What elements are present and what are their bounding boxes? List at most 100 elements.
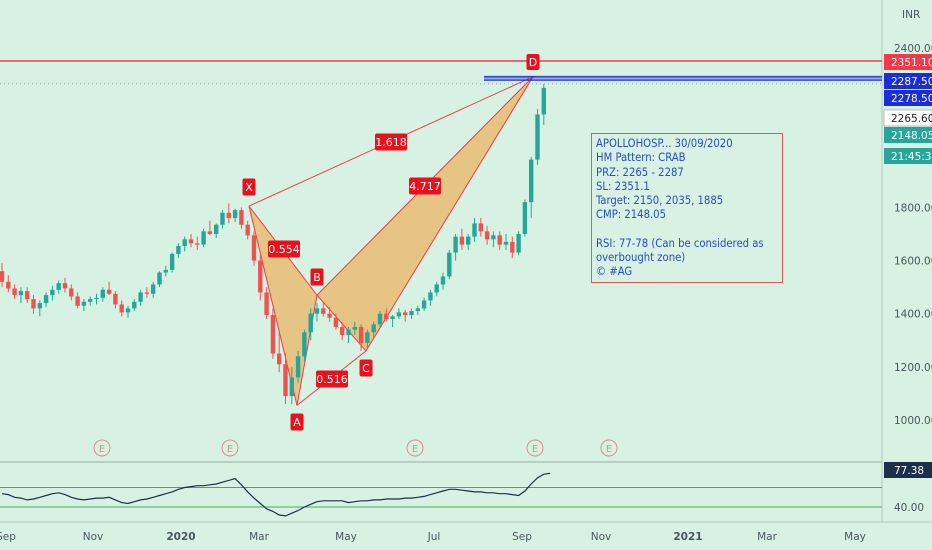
candle [522,202,528,234]
candle [125,308,131,313]
earnings-circle [600,439,618,457]
time-tick-label: May [844,531,866,543]
label-text: 4.717 [409,180,441,193]
rsi-value-text: 77.38 [894,465,924,477]
candle [321,308,326,314]
price-tick-label: 1600.00 [894,256,932,268]
candle [503,241,509,245]
note-line: RSI: 77-78 (Can be considered as overbou… [596,236,764,265]
price-tag-bg [883,109,932,127]
ratio-xad-label: 1.618 [375,133,407,151]
ratio-xab-label: 0.554 [268,240,300,258]
candle [377,313,383,325]
candle [365,332,370,343]
candle [453,236,458,253]
time-tick-label: Sep [0,531,16,543]
price-tag-text: 21:45:33 [891,151,932,163]
label-text: X [245,181,253,194]
price-levels [0,60,882,81]
candle [214,224,219,234]
candle [510,241,515,253]
candle [188,239,194,244]
note-line: HM Pattern: CRAB [596,151,686,165]
candle [358,327,364,343]
candle [314,308,320,314]
note-line: © #AG [596,265,633,279]
pattern-labels: X A B C D 0.554 0.516 4.717 1.618 [242,54,540,431]
time-axis[interactable]: Sep Nov 2020 Mar May Jul Sep Nov 2021 Mar May [0,531,866,543]
point-c-label: C [359,359,373,377]
candle [484,231,490,240]
candle [220,212,225,225]
label-text: C [362,362,370,375]
candle [151,284,156,294]
earnings-text: E [99,444,105,455]
candle [403,312,408,316]
earnings-marker: E [526,439,544,457]
candle [340,327,345,335]
candle [409,311,414,316]
candle [169,253,175,270]
rsi-value-bg [884,462,932,478]
label-box [268,240,300,258]
xab-triangle [248,205,318,406]
point-d-label: D [526,54,540,70]
earnings-text: E [532,444,538,455]
candle [157,272,162,285]
time-tick-label: Jul [427,531,441,543]
candle [50,289,55,296]
candle [25,291,30,300]
earnings-marker: E [221,439,239,457]
label-box [242,178,256,196]
label-box [526,54,540,70]
price-axis[interactable]: 2400.00 1800.00 1600.00 1400.00 1200.00 1000.… [883,9,932,514]
price-tag: 2287.50 [884,73,932,89]
candle [75,296,80,306]
label-text: A [293,416,301,429]
time-tick-label: Mar [757,531,777,543]
point-b-label: B [310,268,324,286]
candle [69,288,74,297]
candle [251,235,257,261]
note-line: APOLLOHOSP... 30/09/2020 [596,137,733,150]
candle [232,210,238,219]
price-tag: 2265.60 [883,109,932,127]
candle [106,289,112,294]
candle [132,301,137,309]
candle [270,315,276,354]
candle [497,235,502,245]
rsi-tick-label: 40.00 [894,502,924,514]
time-tick-label: Sep [512,531,532,543]
candle [415,308,420,312]
candle [390,316,395,320]
note-line: Target: 2150, 2035, 1885 [596,194,724,208]
candle [541,87,546,115]
candle [119,304,124,313]
candle [12,288,17,296]
label-box [375,133,407,151]
price-tick-label: 1200.00 [894,362,932,374]
currency-label: INR [902,9,920,21]
candle [207,231,213,234]
time-tick-label: Nov [591,531,612,543]
candle [491,235,496,240]
candle [163,269,168,273]
earnings-text: E [412,444,418,455]
candle [535,114,540,160]
candle [201,231,206,245]
candle [447,252,452,277]
candle [396,312,402,317]
candle [56,283,61,290]
point-x-label: X [242,178,256,196]
price-tag: 21:45:33 [884,148,932,164]
rsi-value-tag: 77.38 [884,462,932,478]
label-box [290,413,304,431]
rsi-line [1,472,551,517]
candle [283,364,288,397]
label-box [359,359,373,377]
label-text: 0.516 [316,373,348,386]
time-tick-label: 2020 [166,531,195,543]
ratio-abc-label: 0.516 [316,370,348,388]
